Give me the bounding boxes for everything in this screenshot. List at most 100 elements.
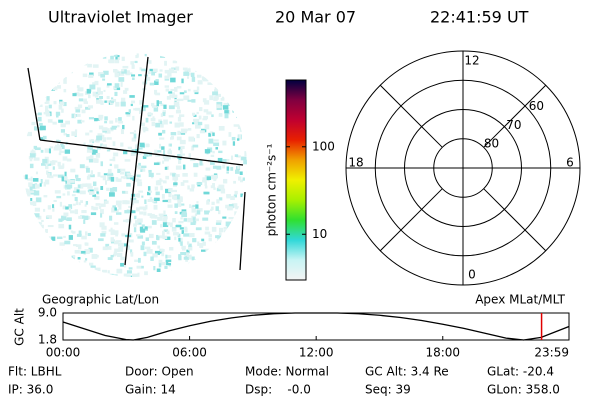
pixel bbox=[84, 274, 89, 277]
pixel bbox=[31, 247, 36, 252]
pixel bbox=[146, 76, 151, 81]
pixel bbox=[191, 99, 196, 103]
pixel bbox=[152, 105, 157, 108]
pixel bbox=[109, 215, 113, 221]
pixel bbox=[163, 210, 166, 215]
pixel bbox=[92, 181, 97, 187]
pixel bbox=[49, 146, 53, 149]
pixel bbox=[229, 258, 234, 263]
pixel bbox=[233, 180, 236, 184]
pixel bbox=[203, 109, 209, 113]
title: Ultraviolet Imager bbox=[48, 8, 193, 27]
pixel bbox=[183, 71, 189, 76]
pixel bbox=[137, 181, 143, 187]
pixel bbox=[86, 175, 91, 180]
pixel bbox=[90, 265, 96, 268]
pixel bbox=[95, 203, 101, 206]
pixel bbox=[83, 260, 87, 263]
pixel bbox=[152, 116, 155, 122]
pixel bbox=[224, 241, 228, 245]
pixel bbox=[87, 189, 90, 192]
pixel bbox=[148, 152, 152, 157]
pixel bbox=[46, 170, 49, 175]
pixel bbox=[55, 111, 61, 116]
pixel bbox=[45, 165, 49, 170]
pixel bbox=[218, 227, 224, 233]
pixel bbox=[35, 197, 42, 203]
pixel bbox=[92, 140, 95, 144]
pixel bbox=[237, 112, 242, 117]
pixel bbox=[160, 224, 163, 228]
pixel bbox=[53, 101, 57, 105]
pixel bbox=[83, 269, 88, 273]
pixel bbox=[177, 159, 182, 164]
pixel bbox=[23, 54, 27, 58]
pixel bbox=[234, 211, 240, 216]
pixel bbox=[136, 265, 143, 269]
pixel bbox=[166, 155, 172, 160]
pixel bbox=[211, 201, 215, 205]
pixel bbox=[172, 175, 179, 181]
pixel bbox=[149, 68, 153, 72]
pixel bbox=[154, 89, 158, 95]
pixel bbox=[94, 195, 100, 200]
pixel bbox=[29, 201, 34, 206]
pixel bbox=[28, 223, 34, 229]
pixel bbox=[130, 103, 133, 107]
pixel bbox=[145, 117, 149, 123]
x-tick-label: 23:59 bbox=[534, 346, 569, 360]
pixel bbox=[96, 138, 100, 143]
pixel bbox=[136, 179, 142, 182]
pixel bbox=[103, 173, 109, 176]
pixel bbox=[104, 130, 111, 134]
pixel bbox=[165, 254, 168, 259]
pixel bbox=[153, 107, 159, 112]
pixel bbox=[69, 65, 72, 71]
pixel bbox=[77, 261, 81, 265]
pixel bbox=[178, 98, 184, 102]
pixel bbox=[57, 85, 62, 89]
pixel bbox=[197, 121, 203, 126]
pixel bbox=[94, 118, 101, 121]
pixel bbox=[118, 247, 124, 252]
pixel bbox=[188, 243, 192, 247]
pixel bbox=[107, 168, 112, 174]
pixel bbox=[197, 80, 203, 85]
pixel bbox=[213, 187, 216, 190]
pixel bbox=[228, 97, 232, 102]
pixel bbox=[212, 91, 218, 96]
pixel bbox=[114, 59, 120, 64]
pixel bbox=[163, 150, 166, 155]
pixel bbox=[232, 107, 236, 113]
pixel bbox=[29, 234, 35, 237]
pixel bbox=[42, 63, 45, 68]
pixel bbox=[183, 60, 186, 64]
pixel bbox=[204, 211, 209, 215]
pixel bbox=[134, 199, 139, 204]
pixel bbox=[184, 69, 188, 74]
pixel bbox=[140, 106, 146, 112]
pixel bbox=[224, 71, 229, 77]
pixel bbox=[29, 71, 32, 76]
pixel bbox=[147, 225, 152, 229]
pixel bbox=[242, 237, 247, 241]
pixel bbox=[194, 213, 198, 216]
pixel bbox=[140, 122, 146, 127]
pixel bbox=[81, 109, 86, 114]
pixel bbox=[221, 96, 225, 100]
pixel bbox=[37, 69, 43, 73]
pixel bbox=[231, 63, 236, 66]
pixel bbox=[52, 207, 55, 212]
pixel bbox=[57, 275, 61, 277]
pixel bbox=[103, 89, 106, 92]
pixel bbox=[226, 166, 230, 171]
pixel bbox=[158, 263, 162, 268]
pixel bbox=[122, 65, 129, 69]
x-tick-label: 06:00 bbox=[172, 346, 207, 360]
pixel bbox=[109, 59, 115, 64]
pixel bbox=[172, 272, 175, 276]
pixel bbox=[174, 194, 181, 200]
pixel bbox=[78, 230, 82, 235]
pixel bbox=[56, 236, 63, 240]
pixel bbox=[161, 252, 165, 257]
